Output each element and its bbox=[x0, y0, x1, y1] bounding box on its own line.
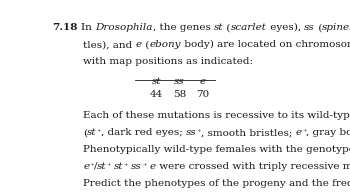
Text: ebony: ebony bbox=[149, 40, 181, 49]
Text: In: In bbox=[81, 23, 96, 32]
Text: scarlet: scarlet bbox=[231, 23, 267, 32]
Text: (: ( bbox=[223, 23, 231, 32]
Text: , the genes: , the genes bbox=[153, 23, 214, 32]
Text: , smooth bristles;: , smooth bristles; bbox=[201, 128, 296, 137]
Text: st: st bbox=[114, 162, 124, 171]
Text: ⁺: ⁺ bbox=[142, 163, 146, 171]
Text: 70: 70 bbox=[196, 90, 209, 99]
Text: ss: ss bbox=[131, 162, 142, 171]
Text: ⁺: ⁺ bbox=[107, 163, 111, 171]
Text: 58: 58 bbox=[173, 90, 186, 99]
Text: (: ( bbox=[83, 128, 87, 137]
Text: (: ( bbox=[315, 23, 322, 32]
Text: 44: 44 bbox=[150, 90, 163, 99]
Text: st: st bbox=[97, 162, 107, 171]
Text: were crossed with triply recessive males.: were crossed with triply recessive males… bbox=[156, 162, 350, 171]
Text: /: / bbox=[93, 162, 97, 171]
Text: st: st bbox=[152, 77, 161, 86]
Text: tles), and: tles), and bbox=[83, 40, 135, 49]
Text: e: e bbox=[135, 40, 142, 49]
Text: Each of these mutations is recessive to its wild-type allele: Each of these mutations is recessive to … bbox=[83, 111, 350, 120]
Text: Drosophila: Drosophila bbox=[96, 23, 153, 32]
Text: (: ( bbox=[142, 40, 149, 49]
Text: e: e bbox=[296, 128, 302, 137]
Text: e: e bbox=[150, 162, 156, 171]
Text: 7.18: 7.18 bbox=[52, 23, 77, 32]
Text: e: e bbox=[199, 77, 205, 86]
Text: Phenotypically wild-type females with the genotype: Phenotypically wild-type females with th… bbox=[83, 145, 350, 154]
Text: ss: ss bbox=[304, 23, 315, 32]
Text: st: st bbox=[214, 23, 223, 32]
Text: , gray body).: , gray body). bbox=[306, 128, 350, 137]
Text: ⁺: ⁺ bbox=[89, 163, 93, 171]
Text: ⁺: ⁺ bbox=[302, 129, 306, 137]
Text: e: e bbox=[83, 162, 89, 171]
Text: ss: ss bbox=[174, 77, 185, 86]
Text: ⁺: ⁺ bbox=[97, 129, 101, 137]
Text: , dark red eyes;: , dark red eyes; bbox=[101, 128, 186, 137]
Text: ss: ss bbox=[186, 128, 197, 137]
Text: spineless: spineless bbox=[322, 23, 350, 32]
Text: Predict the phenotypes of the progeny and the frequen-: Predict the phenotypes of the progeny an… bbox=[83, 179, 350, 188]
Text: with map positions as indicated:: with map positions as indicated: bbox=[83, 57, 253, 66]
Text: eyes),: eyes), bbox=[267, 23, 304, 32]
Text: st: st bbox=[87, 128, 97, 137]
Text: body) are located on chromosome 3,: body) are located on chromosome 3, bbox=[181, 40, 350, 49]
Text: ⁺: ⁺ bbox=[124, 163, 128, 171]
Text: ⁺: ⁺ bbox=[197, 129, 201, 137]
